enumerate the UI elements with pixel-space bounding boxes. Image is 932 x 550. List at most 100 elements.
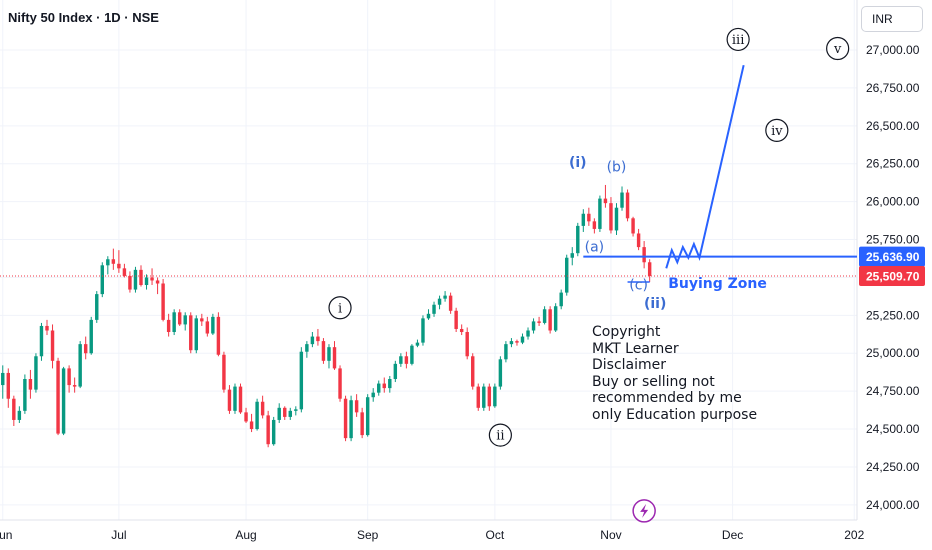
candle <box>520 333 525 345</box>
candle-body <box>553 306 558 331</box>
candle <box>78 341 82 389</box>
candle <box>614 203 619 235</box>
candle-body <box>559 292 563 307</box>
candle-body <box>310 336 315 345</box>
level-price-badge: 25,636.90 <box>859 246 925 267</box>
candle-body <box>581 213 586 226</box>
candle-body <box>28 379 33 390</box>
candle-body <box>277 407 281 420</box>
candle <box>50 324 55 369</box>
candle-body <box>222 354 226 390</box>
wave-circle <box>328 296 352 320</box>
wave-label: (b) <box>607 159 627 175</box>
note-line: Disclaimer <box>592 357 667 373</box>
candle-body <box>542 309 547 323</box>
candle <box>504 341 508 363</box>
candle-body <box>100 265 105 295</box>
bolt-glyph <box>640 503 649 518</box>
symbol-title[interactable]: Nifty 50 Index · 1D · NSE <box>8 10 159 25</box>
candle <box>625 189 630 222</box>
time-axis[interactable]: Jun Jul Aug Sep Oct Nov Dec 202 <box>0 528 865 542</box>
candle <box>415 339 420 348</box>
candle-body <box>471 356 475 387</box>
lightning-bolt-icon[interactable] <box>632 499 656 523</box>
candle <box>1 365 5 399</box>
candle-body <box>526 330 530 337</box>
x-tick-label: Oct <box>486 528 505 542</box>
currency-button[interactable]: INR <box>861 6 923 32</box>
y-tick-label: 25,750.00 <box>866 233 920 247</box>
candle-body <box>72 385 77 387</box>
price-axis[interactable]: 24,000.00 24,250.00 24,500.00 24,750.00 25,0… <box>859 43 925 512</box>
candle <box>12 395 16 427</box>
candle <box>172 309 176 336</box>
candle-body <box>614 207 619 231</box>
x-tick-label: Aug <box>235 528 256 542</box>
candle-body <box>321 341 326 361</box>
wave-label: (i) <box>569 155 587 171</box>
candle-body <box>377 383 381 393</box>
candle-body <box>343 398 348 439</box>
note-line: only Education purpose <box>592 406 758 423</box>
y-tick-label: 26,250.00 <box>866 157 920 171</box>
candle <box>45 319 49 336</box>
x-tick-label: 202 <box>844 528 864 542</box>
y-tick-label: 24,000.00 <box>866 498 920 512</box>
candle <box>305 341 309 358</box>
candle-body <box>294 409 298 411</box>
candle <box>39 322 44 361</box>
candle <box>576 222 580 257</box>
wave-projection-path <box>665 64 745 269</box>
candle-body <box>189 315 193 351</box>
candle-body <box>520 336 525 343</box>
candle-body <box>487 386 492 407</box>
candle-body <box>183 315 187 325</box>
candle <box>559 289 563 310</box>
wave-numeral: iv <box>771 124 783 139</box>
circled-wave-label: i <box>328 296 352 320</box>
wave-numeral: iii <box>732 33 744 48</box>
candle-body <box>316 336 320 342</box>
y-tick-label: 26,000.00 <box>866 195 920 209</box>
candle <box>17 406 22 423</box>
candle-body <box>305 344 309 352</box>
candle-body <box>548 309 552 331</box>
candle-body <box>371 392 375 398</box>
disclaimer-note: Copyright MKT Learner Disclaimer Buy or … <box>592 324 757 423</box>
candle-body <box>636 233 641 248</box>
candle <box>34 353 38 393</box>
current-price-badge: 25,509.70 <box>859 265 925 286</box>
y-tick-label: 24,250.00 <box>866 460 920 474</box>
note-line: MKT Learner <box>592 340 679 357</box>
candle-body <box>216 316 221 355</box>
candle <box>598 195 602 232</box>
candle-body <box>122 268 127 276</box>
candle <box>310 332 315 348</box>
candle <box>382 377 386 393</box>
candle <box>581 209 586 232</box>
wave-circle <box>488 423 512 447</box>
candle <box>95 291 99 323</box>
candle-body <box>565 257 569 293</box>
x-tick-label: Jun <box>0 528 12 542</box>
candle <box>133 266 138 293</box>
candle-body <box>365 397 370 436</box>
candle-body <box>89 319 93 354</box>
candle <box>183 312 187 331</box>
candle <box>266 410 270 448</box>
candle-body <box>271 419 276 445</box>
candle <box>277 403 281 423</box>
candle <box>294 406 298 416</box>
candle <box>177 309 182 326</box>
candle-body <box>493 386 497 407</box>
candle <box>111 248 116 270</box>
note-line: Copyright <box>592 324 661 340</box>
candle <box>443 291 447 302</box>
candle <box>388 375 392 393</box>
candle <box>106 256 110 275</box>
circled-wave-label: v <box>826 36 850 61</box>
candle <box>631 216 635 237</box>
candle-body <box>50 330 55 361</box>
candle <box>23 374 27 414</box>
